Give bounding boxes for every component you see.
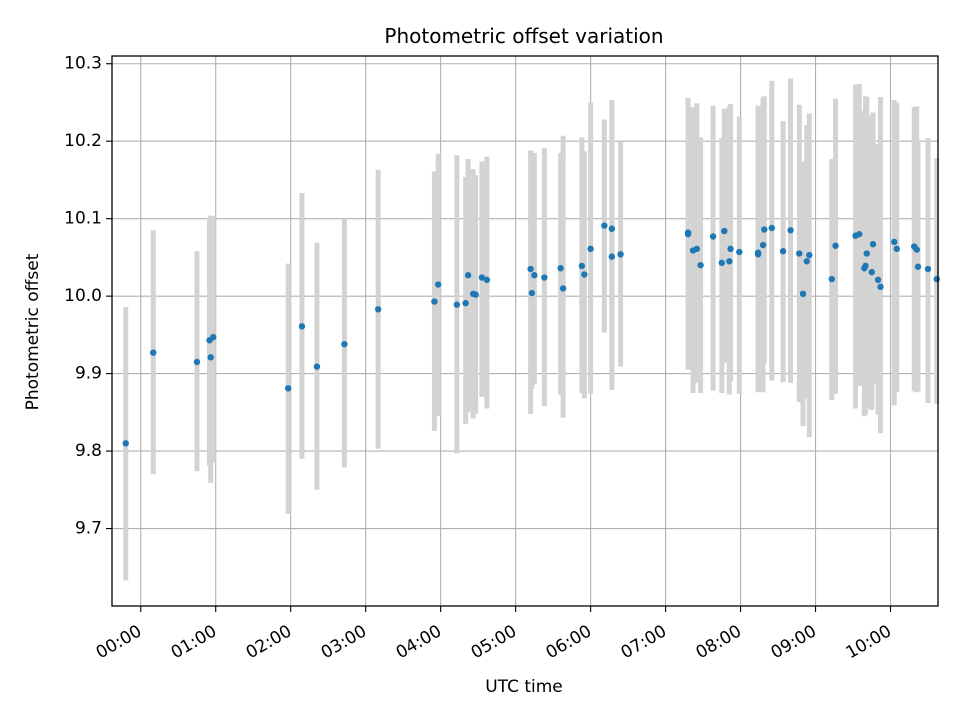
data-point	[693, 245, 701, 253]
data-point	[122, 440, 129, 447]
y-tick-label: 10.2	[64, 131, 102, 151]
data-point	[933, 275, 940, 283]
data-point	[587, 245, 594, 253]
data-point	[787, 227, 794, 234]
data-point	[341, 340, 348, 348]
y-tick-label: 10.0	[64, 286, 102, 306]
data-point	[453, 301, 461, 308]
data-point	[709, 233, 717, 240]
data-point	[581, 271, 588, 278]
x-axis-label: UTC time	[485, 677, 563, 697]
data-point	[617, 251, 624, 258]
data-point	[779, 248, 787, 255]
data-point	[759, 241, 767, 249]
data-point	[726, 258, 733, 265]
data-point	[869, 241, 877, 248]
data-point	[874, 276, 882, 284]
y-tick-label: 10.1	[64, 209, 102, 229]
data-point	[856, 230, 863, 238]
data-point	[697, 261, 704, 269]
chart-title: Photometric offset variation	[384, 24, 663, 48]
data-point	[193, 358, 201, 366]
y-tick-label: 9.7	[75, 519, 102, 539]
y-axis-ticks: 9.7 9.8 9.9 10.0 10.1 10.2 10.3	[64, 54, 112, 539]
data-point	[862, 262, 869, 270]
data-point	[298, 323, 306, 330]
data-point	[284, 385, 292, 392]
data-point	[531, 272, 538, 279]
data-point	[718, 259, 726, 267]
data-point	[768, 224, 776, 232]
data-point	[528, 289, 536, 297]
data-point	[727, 245, 734, 253]
data-point	[374, 306, 382, 313]
data-point	[210, 333, 217, 341]
data-point	[832, 242, 839, 249]
y-tick-label: 9.8	[75, 441, 102, 461]
data-point	[799, 290, 807, 298]
y-tick-label: 9.9	[75, 364, 102, 384]
data-point	[803, 258, 810, 265]
data-point	[924, 265, 932, 273]
data-point	[684, 229, 692, 236]
data-point	[431, 298, 438, 305]
data-point	[754, 249, 762, 256]
data-point	[877, 283, 884, 291]
data-point	[150, 349, 157, 356]
data-point	[541, 274, 548, 281]
data-point	[434, 281, 442, 288]
data-point	[736, 248, 743, 256]
data-point	[578, 262, 586, 270]
data-point	[806, 251, 813, 259]
data-point	[462, 299, 469, 307]
data-point	[828, 275, 835, 283]
data-point	[914, 263, 922, 270]
data-point	[557, 265, 564, 272]
data-point	[863, 250, 870, 257]
data-point	[478, 274, 486, 281]
data-point	[868, 268, 875, 276]
data-point	[313, 363, 321, 370]
data-point	[472, 291, 479, 298]
data-point	[891, 238, 898, 246]
data-point	[608, 253, 616, 260]
data-point	[796, 250, 803, 257]
data-point	[893, 245, 900, 253]
data-point	[207, 354, 214, 361]
data-point	[913, 246, 920, 253]
plot-frame	[111, 55, 939, 607]
data-point	[608, 225, 616, 232]
data-point	[761, 226, 768, 233]
data-point	[721, 227, 728, 235]
data-point	[601, 222, 608, 229]
data-point	[483, 276, 491, 284]
data-point	[527, 265, 534, 273]
y-tick-label: 10.3	[64, 54, 102, 74]
data-points	[122, 222, 940, 447]
data-point	[464, 272, 472, 279]
y-axis-label: Photometric offset	[23, 253, 43, 410]
data-point	[559, 285, 567, 292]
